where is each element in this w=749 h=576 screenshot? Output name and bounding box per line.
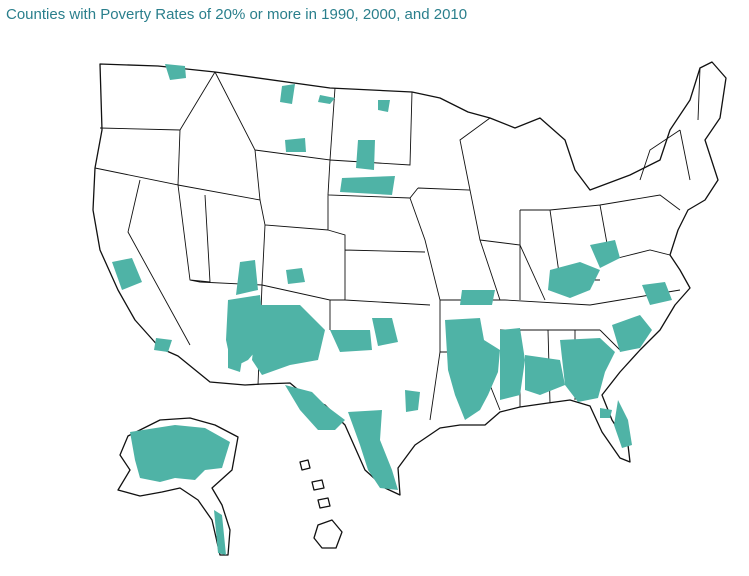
hawaii-islands [299,459,331,509]
poverty-area [445,290,652,420]
poverty-area [285,318,420,490]
hawaii-big-island [313,519,343,549]
poverty-area [165,64,395,195]
poverty-area [130,425,230,555]
map-title: Counties with Poverty Rates of 20% or mo… [6,6,468,23]
high-poverty-counties [112,64,672,555]
land [92,61,727,556]
poverty-area [112,258,325,375]
poverty-area [548,240,672,448]
